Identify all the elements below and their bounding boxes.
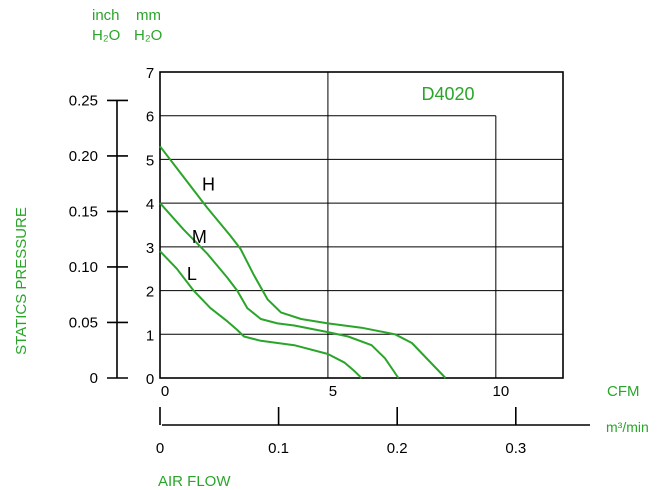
x-tick-label-m3min: 0.3 [505, 440, 526, 457]
x-tick-label-m3min: 0.2 [387, 440, 408, 457]
inch-axis: 0 0.05 0.10 0.15 0.20 0.25 [69, 92, 128, 387]
series-line-m [159, 202, 400, 379]
series-label-l: L [187, 264, 197, 284]
y-tick-label-mm: 5 [146, 152, 154, 169]
y-axis-title: STATICS PRESSURE [13, 207, 30, 355]
series-label-m: M [192, 227, 207, 247]
x-tick-label-m3min: 0.1 [268, 440, 289, 457]
mm-unit-label-line1: mm [136, 7, 161, 24]
y-tick-label-mm: 4 [146, 196, 154, 213]
series-line-l [159, 250, 363, 379]
y-tick-label-mm: 7 [146, 65, 154, 82]
cfm-unit-label: CFM [607, 383, 640, 400]
chart-title: D4020 [421, 84, 474, 104]
series-label-h: H [202, 174, 215, 194]
x-tick-label-cfm: 0 [161, 383, 169, 400]
y-tick-label-inch: 0.15 [69, 203, 98, 220]
m3min-axis: 0 0.1 0.2 0.3 [156, 407, 590, 457]
y-tick-label-mm: 1 [146, 327, 154, 344]
y-tick-label-inch: 0.05 [69, 314, 98, 331]
grid [160, 72, 563, 378]
mm-unit-label-line2: H₂O [134, 27, 162, 44]
inch-unit-label-line1: inch [92, 7, 120, 24]
y-tick-label-inch: 0.10 [69, 259, 98, 276]
x-axis-title: AIR FLOW [158, 473, 231, 490]
tick-labels: 0 1 2 3 4 5 6 7 0 5 10 [146, 65, 509, 400]
y-tick-label-mm: 6 [146, 109, 154, 126]
x-tick-label-cfm: 5 [329, 383, 337, 400]
series-lines: H ML [159, 145, 447, 379]
series-line-h [159, 145, 447, 379]
x-tick-label-m3min: 0 [156, 440, 164, 457]
y-tick-label-inch: 0 [90, 370, 98, 387]
y-tick-label-inch: 0.25 [69, 92, 98, 109]
y-tick-label-inch: 0.20 [69, 148, 98, 165]
x-tick-label-cfm: 10 [492, 383, 509, 400]
y-tick-label-mm: 2 [146, 284, 154, 301]
inch-unit-label-line2: H₂O [92, 27, 120, 44]
y-tick-label-mm: 3 [146, 240, 154, 257]
m3min-unit-label: m³/min [606, 419, 649, 435]
y-tick-label-mm: 0 [146, 371, 154, 388]
